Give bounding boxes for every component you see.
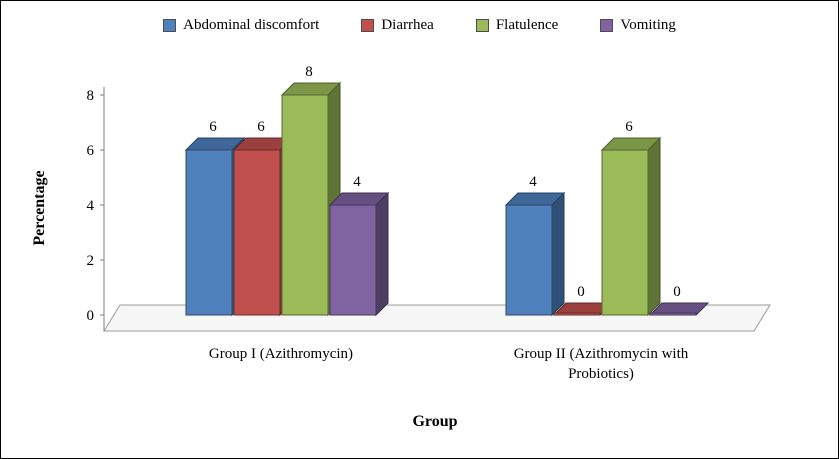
bar-front-face — [233, 149, 281, 316]
y-tick-label: 0 — [87, 308, 95, 324]
y-axis — [100, 87, 105, 331]
legend-item: Flatulence — [475, 17, 559, 34]
bar-front-face — [329, 204, 377, 316]
bar-front-face — [185, 149, 233, 316]
category-label: Group II (Azithromycin with Probiotics) — [513, 346, 689, 382]
bar-front-face — [601, 149, 649, 316]
y-tick-label: 2 — [87, 253, 95, 269]
category-label: Group I (Azithromycin) — [208, 346, 354, 362]
legend-label: Flatulence — [495, 17, 559, 33]
legend-item: Abdominal discomfort — [163, 17, 319, 34]
bar-side-face — [647, 136, 661, 317]
y-tick-label: 8 — [87, 88, 95, 104]
value-label: 6 — [257, 119, 265, 135]
value-label: 6 — [625, 119, 633, 135]
value-label: 8 — [305, 64, 313, 80]
y-tick-label: 6 — [87, 143, 95, 159]
value-label: 0 — [673, 284, 681, 300]
legend-item: Vomiting — [600, 17, 676, 34]
value-label: 6 — [209, 119, 217, 135]
y-tick-label: 4 — [87, 198, 95, 214]
bar-side-face — [375, 191, 389, 317]
legend: Abdominal discomfort Diarrhea Flatulence Vo… — [1, 17, 838, 34]
bar: 4 — [504, 174, 566, 317]
bar: 4 — [328, 174, 390, 317]
legend-swatch-icon — [361, 19, 375, 32]
bar: 8 — [280, 64, 342, 317]
bar-front-face — [505, 204, 553, 316]
legend-label: Abdominal discomfort — [183, 17, 320, 33]
legend-label: Diarrhea — [381, 17, 434, 33]
bar-front-face — [649, 312, 697, 316]
bar-side-face — [551, 191, 565, 317]
legend-item: Diarrhea — [361, 17, 434, 34]
value-label: 4 — [529, 174, 537, 190]
value-label: 4 — [353, 174, 361, 190]
legend-swatch-icon — [600, 19, 614, 32]
bar: 6 — [600, 119, 662, 317]
bar-front-face — [281, 94, 329, 316]
legend-label: Vomiting — [620, 17, 676, 33]
value-label: 0 — [577, 284, 585, 300]
bar-front-face — [553, 312, 601, 316]
legend-swatch-icon — [475, 19, 489, 32]
legend-swatch-icon — [163, 19, 177, 32]
x-axis-title: Group — [412, 413, 458, 430]
bar: 0 — [648, 284, 710, 316]
